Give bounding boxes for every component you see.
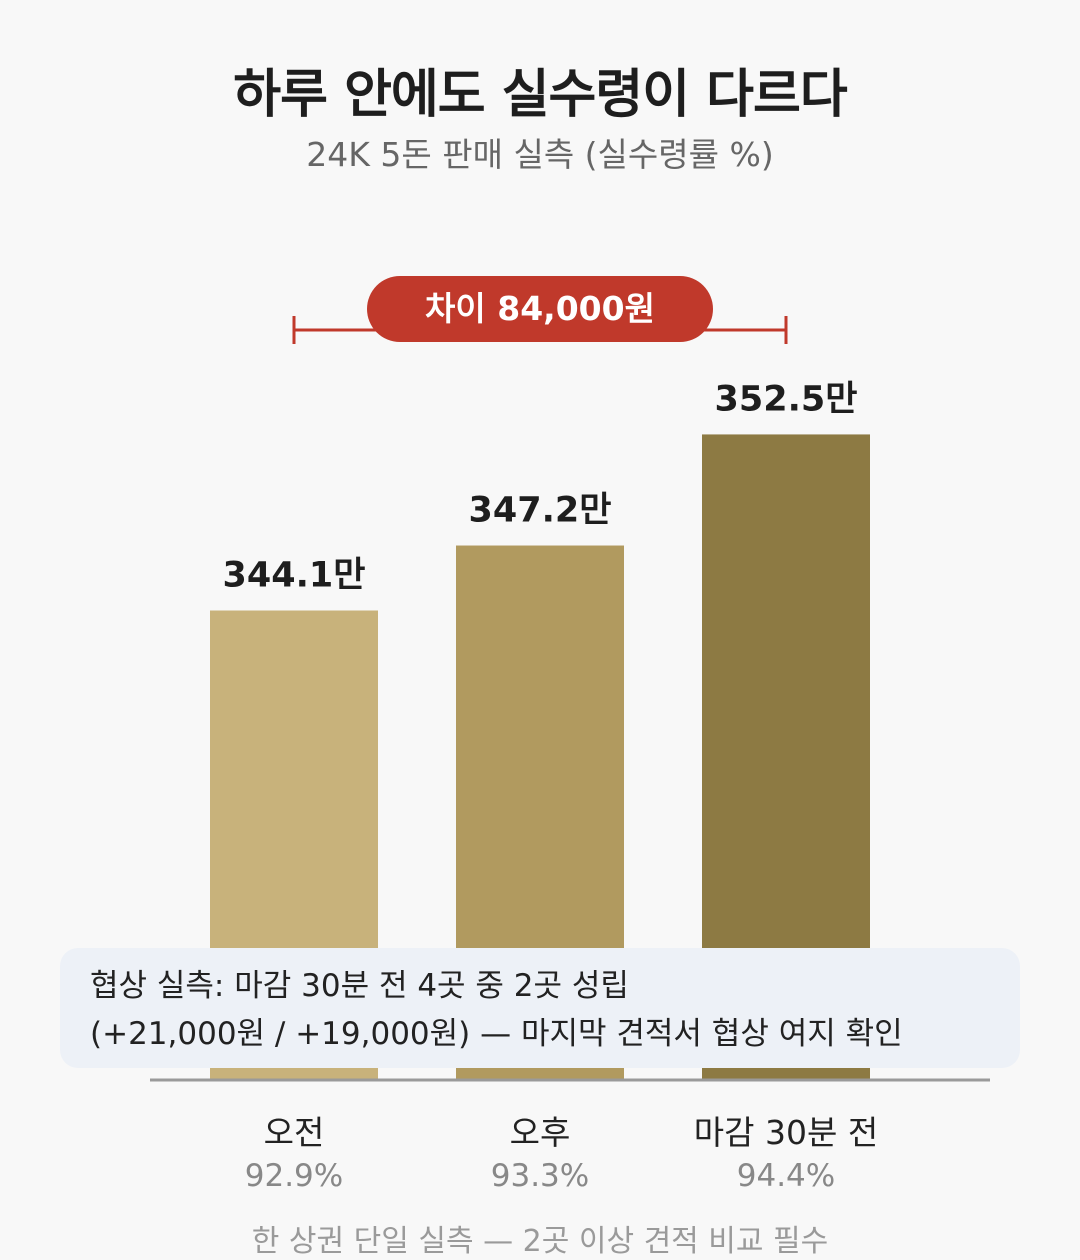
chart-title: 하루 안에도 실수령이 다르다	[233, 65, 847, 125]
note-line-2: (+21,000원 / +19,000원) — 마지막 견적서 협상 여지 확인	[90, 1016, 903, 1052]
value-label-closing: 352.5만	[715, 379, 858, 419]
rate-label-afternoon: 93.3%	[490, 1158, 590, 1194]
rate-label-morning: 92.9%	[244, 1158, 344, 1194]
x-label-afternoon: 오후	[509, 1113, 571, 1152]
note-line-1: 협상 실측: 마감 30분 전 4곳 중 2곳 성립	[90, 968, 629, 1004]
difference-badge: 차이 84,000원	[367, 276, 713, 342]
footer-note: 한 상권 단일 실측 — 2곳 이상 견적 비교 필수	[251, 1224, 829, 1259]
x-label-morning: 오전	[263, 1113, 325, 1152]
chart-subtitle: 24K 5돈 판매 실측 (실수령률 %)	[306, 135, 774, 174]
x-label-closing: 마감 30분 전	[693, 1113, 879, 1152]
negotiation-note: 협상 실측: 마감 30분 전 4곳 중 2곳 성립 (+21,000원 / +…	[60, 948, 1020, 1068]
rate-label-closing: 94.4%	[736, 1158, 836, 1194]
value-label-morning: 344.1만	[223, 555, 366, 595]
value-label-afternoon: 347.2만	[469, 491, 612, 531]
